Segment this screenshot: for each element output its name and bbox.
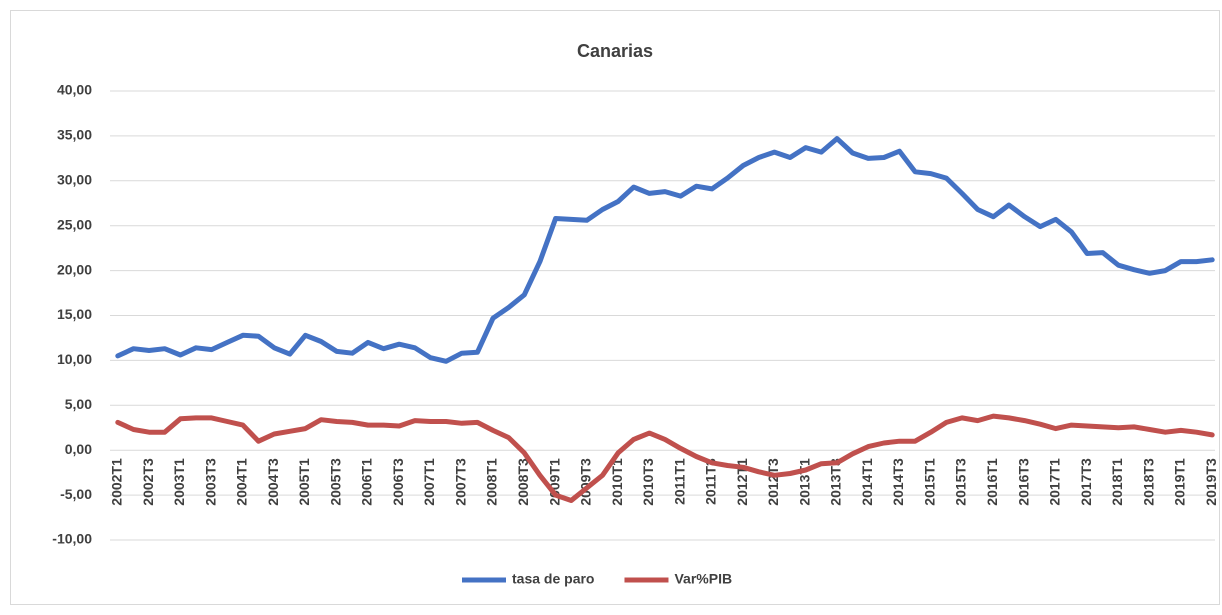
x-tick-label: 2006T1 xyxy=(359,458,375,506)
y-tick-label: -10,00 xyxy=(52,531,92,547)
y-tick-label: 10,00 xyxy=(57,351,92,367)
x-tick-label: 2016T3 xyxy=(1015,458,1031,506)
y-tick-label: 40,00 xyxy=(57,82,92,98)
x-tick-label: 2018T3 xyxy=(1140,458,1156,506)
x-tick-label: 2015T1 xyxy=(921,458,937,506)
y-tick-label: 25,00 xyxy=(57,216,92,232)
line xyxy=(115,413,1215,503)
legend-label: Var%PIB xyxy=(674,571,732,587)
legend-label: tasa de paro xyxy=(512,571,594,587)
x-tick-label: 2013T3 xyxy=(828,458,844,506)
x-tick-label: 2014T3 xyxy=(890,458,906,506)
y-tick-label: 30,00 xyxy=(57,172,92,188)
y-tick-label: 15,00 xyxy=(57,306,92,322)
x-tick-label: 2004T1 xyxy=(234,458,250,506)
x-tick-label: 2017T3 xyxy=(1078,458,1094,506)
y-tick-label: 5,00 xyxy=(65,396,92,412)
chart-frame xyxy=(10,10,1220,605)
x-tick-label: 2003T1 xyxy=(171,458,187,506)
x-tick-label: 2012T3 xyxy=(765,458,781,506)
x-tick-label: 2016T1 xyxy=(984,458,1000,506)
x-tick-label: 2008T1 xyxy=(484,458,500,506)
line xyxy=(115,136,1215,364)
x-tick-label: 2007T3 xyxy=(452,458,468,506)
x-tick-label: 2003T3 xyxy=(202,458,218,506)
x-tick-label: 2019T1 xyxy=(1172,458,1188,506)
y-tick-label: 0,00 xyxy=(65,441,92,457)
x-tick-label: 2005T1 xyxy=(296,458,312,506)
x-tick-label: 2011T3 xyxy=(703,458,719,505)
chart-title: Canarias xyxy=(577,41,653,61)
x-tick-label: 2017T1 xyxy=(1047,458,1063,506)
y-tick-label: 35,00 xyxy=(57,127,92,143)
x-tick-label: 2010T1 xyxy=(609,458,625,506)
x-tick-label: 2013T1 xyxy=(796,458,812,506)
x-tick-label: 2004T3 xyxy=(265,458,281,506)
x-tick-label: 2010T3 xyxy=(640,458,656,506)
x-tick-label: 2007T1 xyxy=(421,458,437,506)
x-tick-label: 2014T1 xyxy=(859,458,875,506)
x-tick-label: 2005T3 xyxy=(327,458,343,506)
x-tick-label: 2011T1 xyxy=(671,458,687,505)
x-tick-label: 2002T1 xyxy=(109,458,125,506)
x-tick-label: 2019T3 xyxy=(1203,458,1219,506)
y-tick-label: -5,00 xyxy=(60,486,92,502)
x-tick-label: 2018T1 xyxy=(1109,458,1125,506)
x-tick-label: 2002T3 xyxy=(140,458,156,506)
x-tick-label: 2008T3 xyxy=(515,458,531,506)
x-tick-label: 2015T3 xyxy=(953,458,969,506)
x-tick-label: 2006T3 xyxy=(390,458,406,506)
y-tick-label: 20,00 xyxy=(57,261,92,277)
